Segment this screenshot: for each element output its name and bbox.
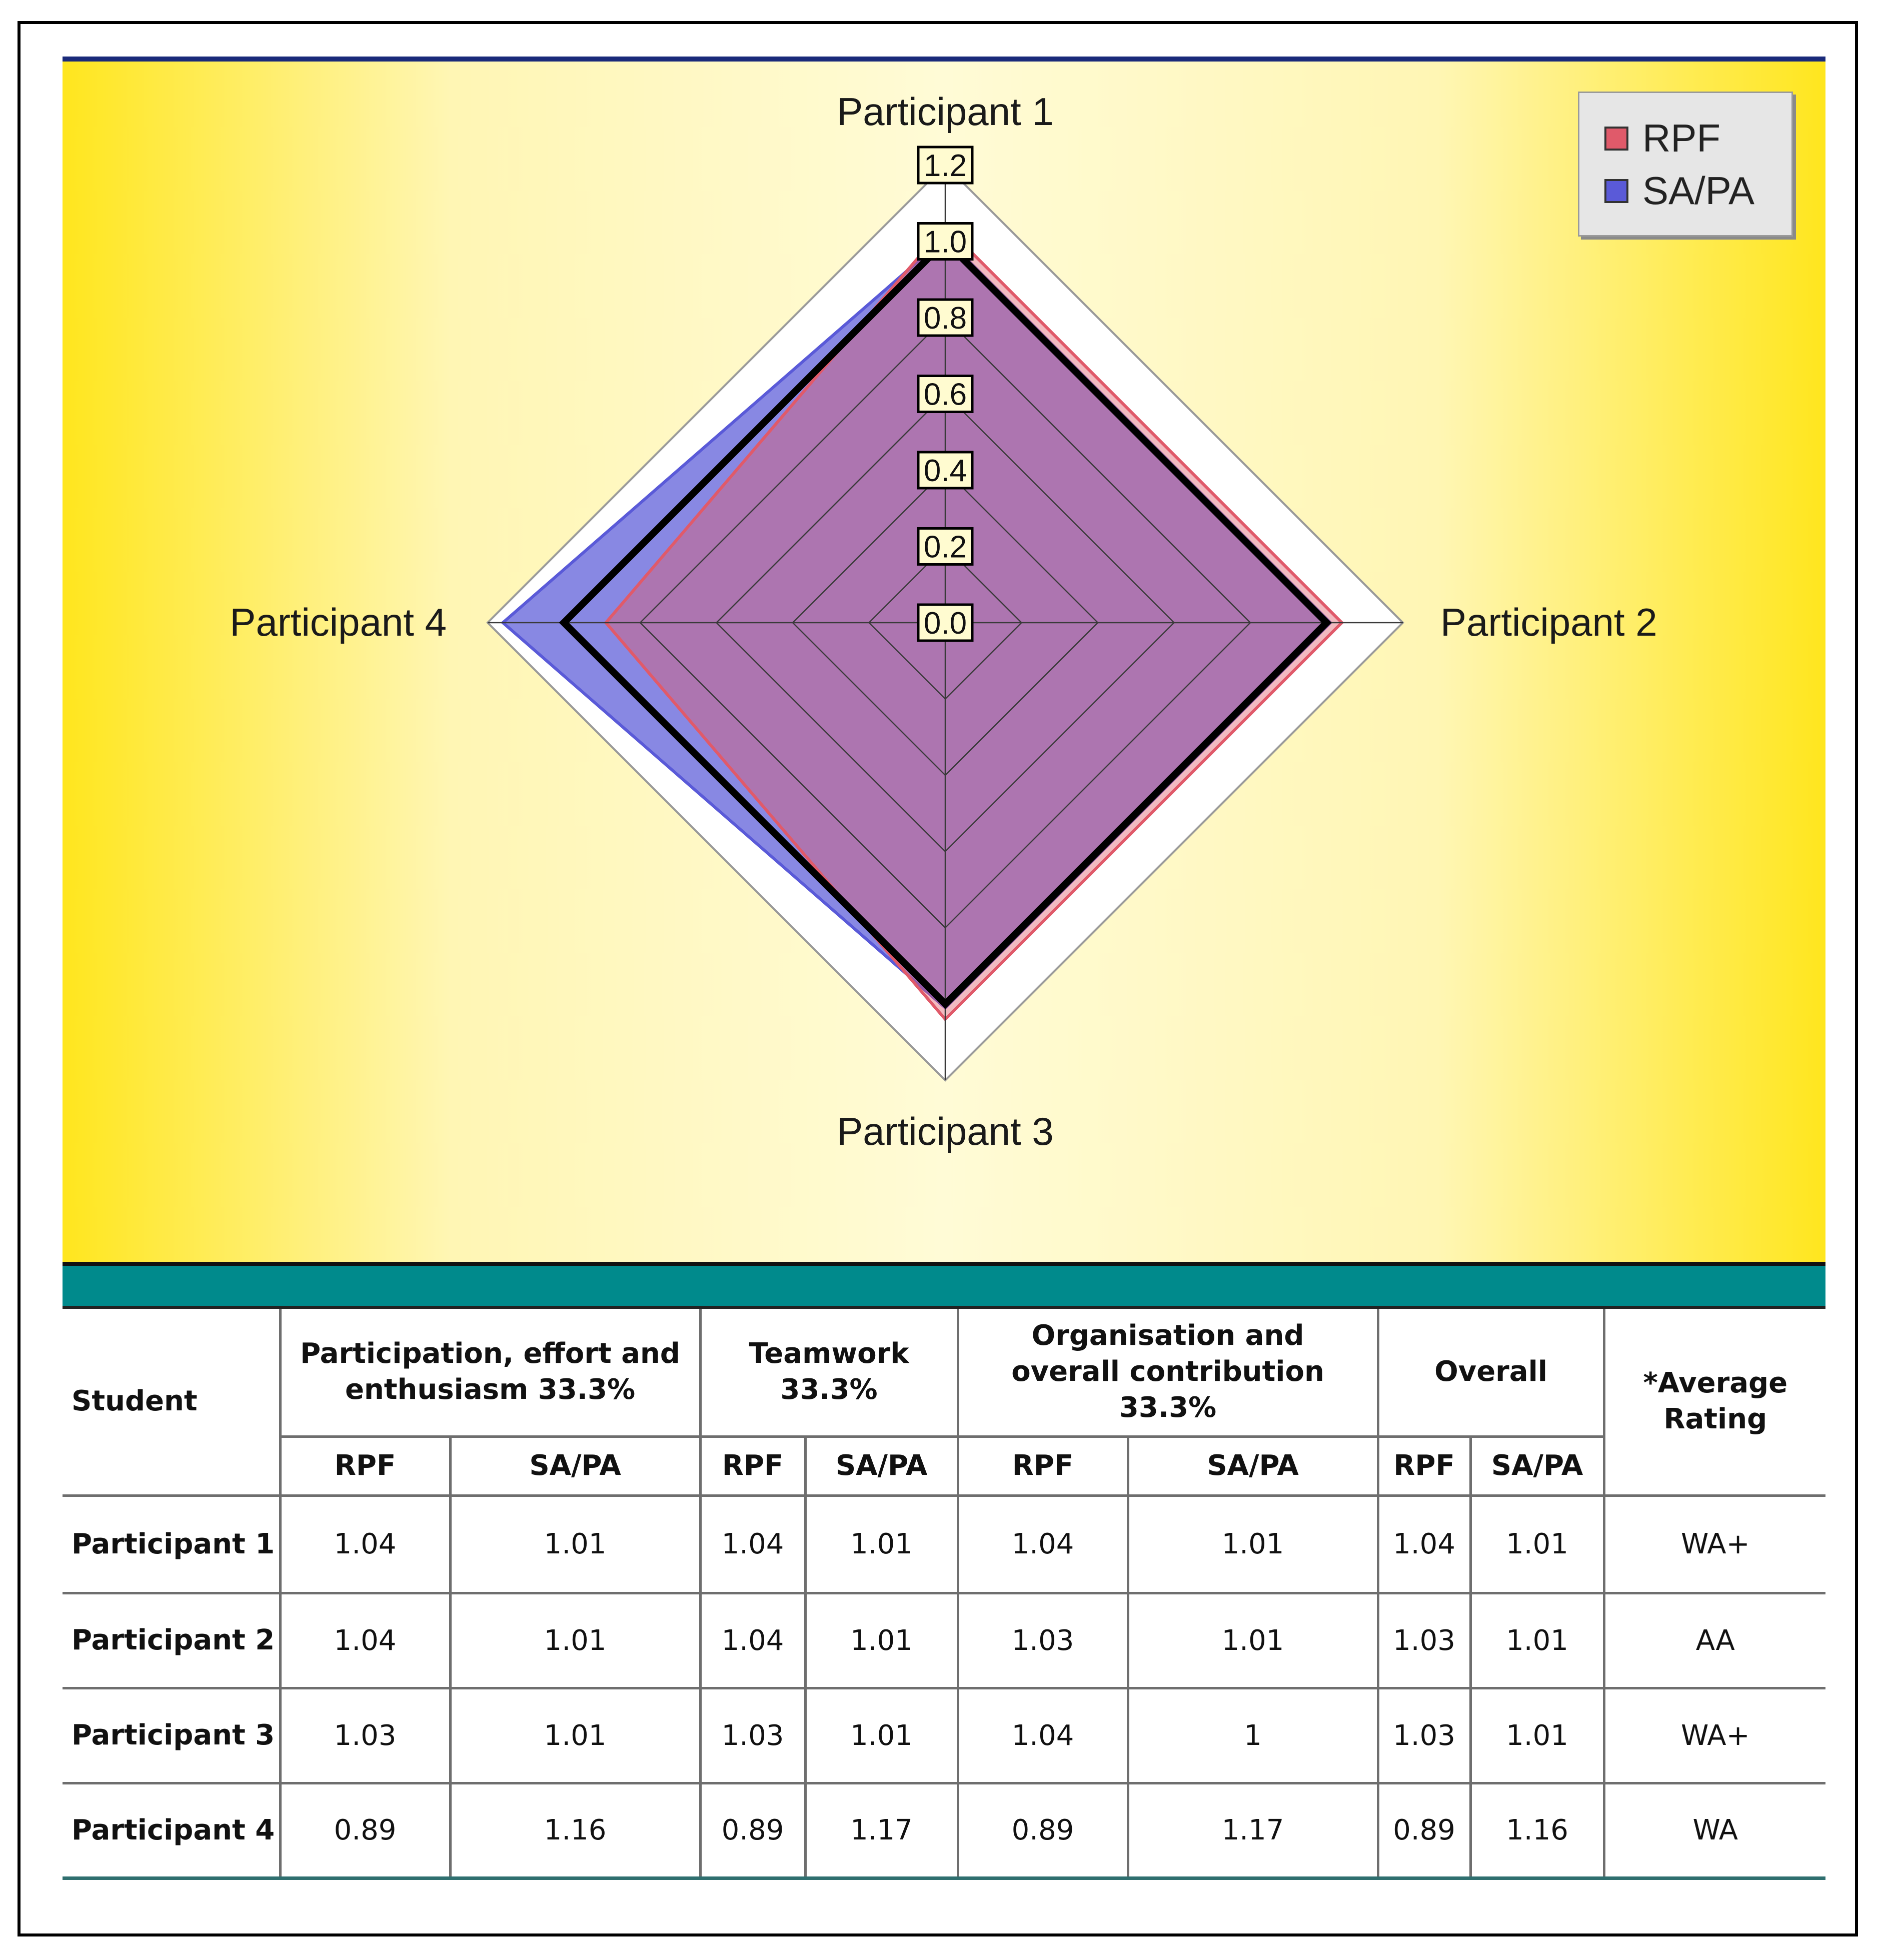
tick-label-box (917, 222, 974, 261)
subheader-rpf: RPF (956, 1435, 1129, 1497)
value-cell: 1.01 (449, 1686, 702, 1784)
value-cell: 0.89 (1376, 1781, 1472, 1880)
legend-swatch-sapa (1604, 179, 1628, 203)
value-cell: 0.89 (956, 1781, 1129, 1880)
tick-label: 0.6 (924, 378, 967, 412)
table-row: Participant 1 1.04 1.01 1.04 1.01 1.04 1… (63, 1494, 1826, 1594)
table-row: Participant 3 1.03 1.01 1.03 1.01 1.04 1… (63, 1686, 1826, 1784)
legend-item-sapa: SA/PA (1579, 165, 1791, 217)
tick-label: 0.0 (924, 606, 967, 641)
value-cell: 1.17 (1126, 1781, 1379, 1880)
value-cell: 1.04 (699, 1591, 807, 1689)
value-cell: 1.01 (804, 1686, 959, 1784)
tick-label: 0.8 (924, 301, 967, 336)
header-organisation: Organisation and overall contribution 33… (956, 1309, 1379, 1438)
tick-label-box (917, 451, 974, 490)
value-cell: 1.01 (449, 1494, 702, 1594)
header-teamwork: Teamwork 33.3% (699, 1309, 959, 1438)
radar-chart: 0.0 0.2 0.4 0.6 0.8 1.0 1.2 Participant 1 Partic… (230, 90, 1657, 1153)
student-cell: Participant 2 (63, 1591, 282, 1689)
value-cell: 1.01 (1126, 1494, 1379, 1594)
reference-line-1 (559, 236, 1332, 1009)
tick-label: 0.4 (924, 454, 967, 488)
legend-item-rpf: RPF (1579, 112, 1791, 165)
results-table: Student Participation, effort and enthus… (63, 1309, 1826, 1880)
table-header-row: Student Participation, effort and enthus… (63, 1309, 1826, 1497)
axis-label: Participant 1 (837, 90, 1054, 134)
axis-label: Participant 2 (1440, 600, 1657, 644)
table-band-top-rule (63, 1262, 1825, 1266)
value-cell: 1.04 (956, 1494, 1129, 1594)
figure-frame (18, 21, 1858, 1936)
subheader-rpf: RPF (699, 1435, 807, 1497)
subheader-sapa: SA/PA (449, 1435, 702, 1497)
subheader-rpf: RPF (280, 1435, 452, 1497)
value-cell: 1.04 (1376, 1494, 1472, 1594)
tick-label-box (917, 527, 974, 566)
value-cell: 1.01 (1469, 1494, 1605, 1594)
value-cell: 1.03 (279, 1686, 452, 1784)
value-cell: 1.03 (1376, 1591, 1472, 1689)
table-row: Participant 2 1.04 1.01 1.04 1.01 1.03 1… (63, 1591, 1826, 1689)
value-cell: 1.01 (804, 1591, 959, 1689)
value-cell: 1.01 (1469, 1686, 1605, 1784)
value-cell: 1.04 (699, 1494, 807, 1594)
value-cell: 1.04 (279, 1591, 452, 1689)
header-average-rating: *Average Rating (1602, 1309, 1826, 1497)
legend-label-sapa: SA/PA (1642, 169, 1754, 213)
value-cell: 1.16 (449, 1781, 702, 1880)
value-cell: 0.89 (279, 1781, 452, 1880)
table-header-band (63, 1266, 1825, 1306)
value-cell: 1.17 (804, 1781, 959, 1880)
value-cell: 1.01 (804, 1494, 959, 1594)
value-cell: 1 (1126, 1686, 1379, 1784)
tick-label: 1.2 (924, 149, 967, 183)
tick-label-box (917, 146, 974, 185)
subheader-rpf: RPF (1376, 1435, 1472, 1497)
axis-label: Participant 3 (837, 1109, 1054, 1153)
chart-legend: RPF SA/PA (1578, 92, 1793, 237)
student-cell: Participant 1 (63, 1494, 282, 1594)
value-cell: 1.16 (1469, 1781, 1605, 1880)
header-student: Student (63, 1309, 282, 1497)
value-cell: 1.03 (956, 1591, 1129, 1689)
table-row: Participant 4 0.89 1.16 0.89 1.17 0.89 1… (63, 1781, 1826, 1880)
student-cell: Participant 4 (63, 1781, 282, 1880)
rating-cell: WA+ (1602, 1494, 1826, 1594)
tick-label-box (917, 298, 974, 337)
chart-top-rule (63, 57, 1825, 62)
header-participation: Participation, effort and enthusiasm 33.… (279, 1309, 702, 1438)
header-overall: Overall (1376, 1309, 1605, 1438)
tick-label: 1.0 (924, 225, 967, 260)
value-cell: 1.01 (1469, 1591, 1605, 1689)
legend-label-rpf: RPF (1642, 116, 1720, 160)
value-cell: 0.89 (699, 1781, 807, 1880)
subheader-sapa: SA/PA (804, 1435, 959, 1497)
tick-label-box (917, 603, 974, 642)
value-cell: 1.04 (279, 1494, 452, 1594)
table-band-bottom-rule (63, 1306, 1825, 1309)
rating-cell: WA+ (1602, 1686, 1826, 1784)
radar-chart-panel: 0.0 0.2 0.4 0.6 0.8 1.0 1.2 Participant 1 Partic… (63, 62, 1825, 1262)
value-cell: 1.01 (1126, 1591, 1379, 1689)
value-cell: 1.03 (1376, 1686, 1472, 1784)
value-cell: 1.04 (956, 1686, 1129, 1784)
student-cell: Participant 3 (63, 1686, 282, 1784)
subheader-sapa: SA/PA (1469, 1435, 1604, 1497)
subheader-sapa: SA/PA (1126, 1435, 1379, 1497)
value-cell: 1.01 (449, 1591, 702, 1689)
rating-cell: WA (1602, 1781, 1826, 1880)
tick-label: 0.2 (924, 530, 967, 565)
legend-swatch-rpf (1604, 126, 1628, 151)
table-subheader-row: RPF SA/PA RPF SA/PA RPF SA/PA RPF SA/PA (63, 1435, 1825, 1497)
rating-cell: AA (1602, 1591, 1826, 1689)
axis-label: Participant 4 (230, 600, 447, 644)
value-cell: 1.03 (699, 1686, 807, 1784)
tick-label-box (917, 375, 974, 413)
